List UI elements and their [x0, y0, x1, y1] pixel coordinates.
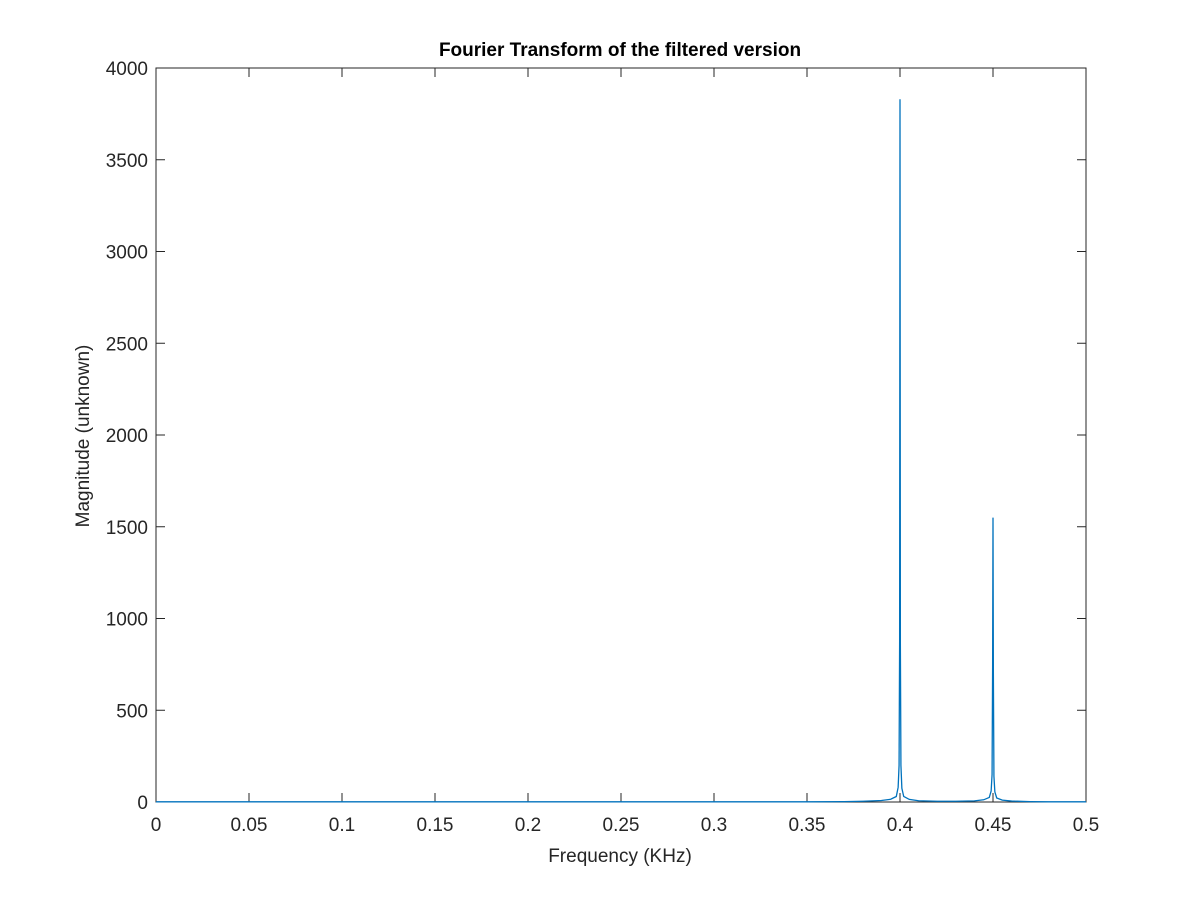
- y-tick-label: 2500: [106, 334, 148, 355]
- x-tick-label: 0: [151, 815, 162, 836]
- y-tick-label: 1000: [106, 610, 148, 631]
- y-tick-label: 4000: [106, 59, 148, 80]
- x-tick-label: 0.2: [515, 815, 541, 836]
- x-tick-label: 0.1: [329, 815, 355, 836]
- chart-title: Fourier Transform of the filtered versio…: [439, 40, 801, 61]
- chart-marks: 0 0.05 0.1 0.15 0.2 0.25 0.3 0.35 0.4 0.45 0.5 0 500…: [106, 59, 1099, 836]
- y-tick-label: 1500: [106, 518, 148, 539]
- x-tick-label: 0.35: [789, 815, 826, 836]
- axes-box: [155, 67, 1087, 803]
- x-tick-label: 0.5: [1073, 815, 1099, 836]
- x-tick-label: 0.25: [603, 815, 640, 836]
- x-tick-label: 0.3: [701, 815, 727, 836]
- x-tick-label: 0.45: [975, 815, 1012, 836]
- x-tick-label: 0.15: [417, 815, 454, 836]
- y-tick-label: 0: [137, 793, 148, 814]
- y-tick-label: 2000: [106, 426, 148, 447]
- y-tick-label: 3000: [106, 243, 148, 264]
- y-axis-label: Magnitude (unknown): [73, 345, 94, 528]
- y-tick-label: 3500: [106, 151, 148, 172]
- x-tick-label: 0.05: [231, 815, 268, 836]
- x-tick-label: 0.4: [887, 815, 914, 836]
- y-tick-label: 500: [116, 701, 148, 722]
- spectrum-line: [156, 99, 1086, 803]
- x-axis-label: Frequency (KHz): [548, 846, 692, 867]
